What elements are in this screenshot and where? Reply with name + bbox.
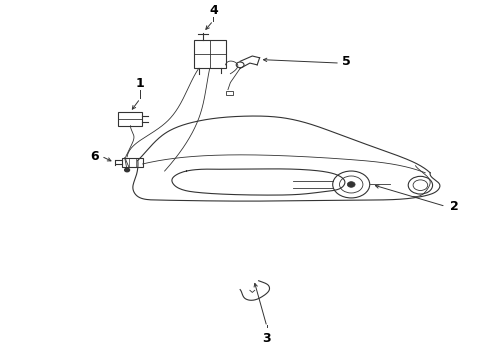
- Text: 6: 6: [90, 150, 99, 163]
- Text: 2: 2: [450, 200, 458, 213]
- Circle shape: [124, 168, 129, 172]
- Text: 4: 4: [209, 4, 218, 17]
- Text: 3: 3: [263, 332, 271, 345]
- Bar: [225, 91, 233, 95]
- Bar: [122, 158, 143, 167]
- Text: 5: 5: [343, 55, 351, 68]
- Bar: [194, 40, 225, 68]
- Text: 1: 1: [136, 77, 145, 90]
- Circle shape: [347, 182, 355, 187]
- Bar: [118, 112, 142, 126]
